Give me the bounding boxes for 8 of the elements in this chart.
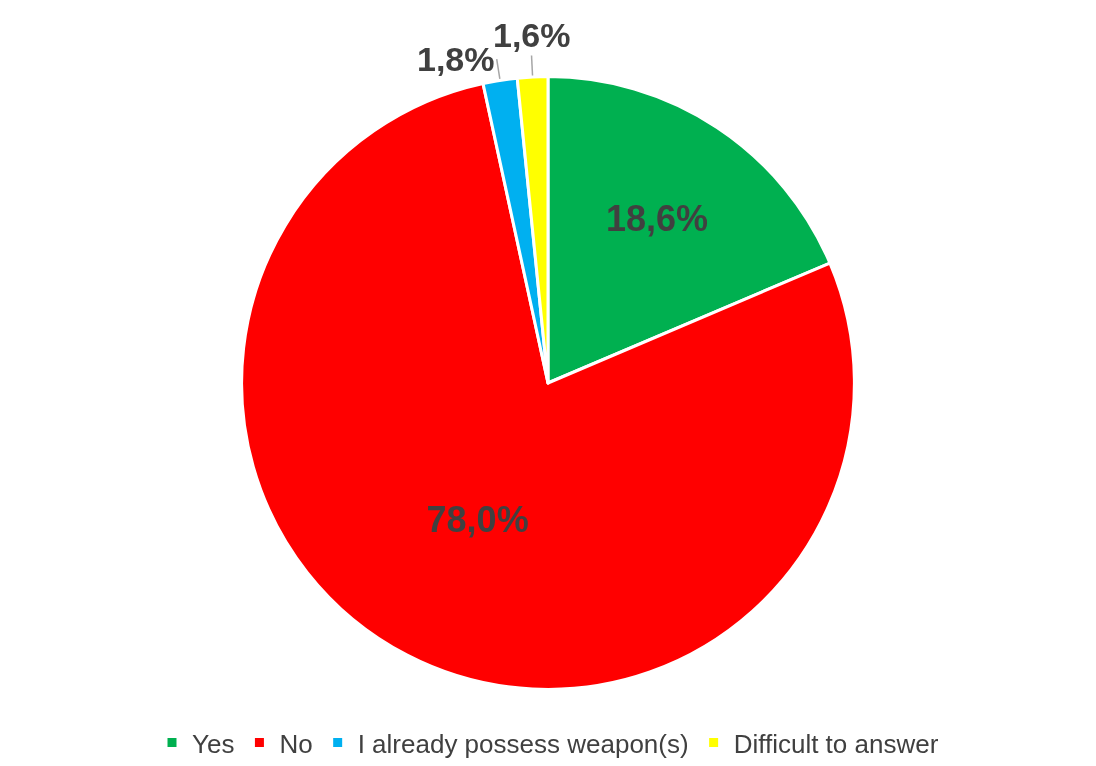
data-label: 1,6%: [493, 16, 571, 54]
data-label: 18,6%: [605, 197, 708, 239]
legend-label: I already possess weapon(s): [357, 728, 689, 759]
data-label: 1,8%: [417, 40, 495, 78]
legend-label: Yes: [192, 728, 235, 759]
data-label: 78,0%: [426, 498, 529, 540]
legend-label: Difficult to answer: [733, 728, 939, 759]
legend-label: No: [279, 728, 313, 759]
